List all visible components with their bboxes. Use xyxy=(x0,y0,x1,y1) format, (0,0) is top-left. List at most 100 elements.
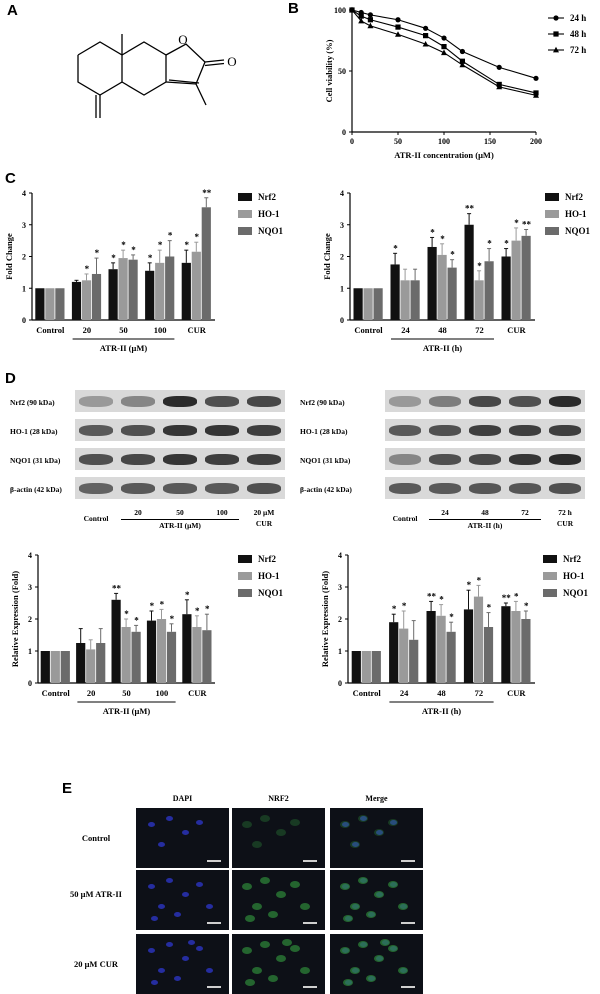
significance-mark: * xyxy=(402,601,407,611)
y-tick-label: 100 xyxy=(334,6,346,15)
blot-band xyxy=(389,395,421,407)
data-point xyxy=(459,61,466,68)
bar xyxy=(96,643,106,683)
bar xyxy=(427,246,437,320)
bar xyxy=(437,254,447,320)
category-label: 72 xyxy=(475,688,484,698)
y-tick-label: 50 xyxy=(338,67,346,76)
y-tick-label: 1 xyxy=(28,647,32,656)
blot-lane-label: Control xyxy=(392,514,418,523)
nrf2-green xyxy=(350,841,360,848)
blot-lane-label: 20 xyxy=(134,508,142,517)
nrf2-green xyxy=(268,975,278,982)
scale-bar xyxy=(207,922,221,924)
micrograph-image xyxy=(330,934,423,994)
blot-band xyxy=(205,453,239,465)
nrf2-green xyxy=(242,821,252,828)
significance-mark: * xyxy=(195,606,200,616)
blot-band xyxy=(549,482,581,494)
y-tick-label: 4 xyxy=(22,189,26,198)
bar xyxy=(511,611,521,683)
y-tick-label: 1 xyxy=(340,284,344,293)
blot-band xyxy=(469,482,501,494)
nucleus-blue xyxy=(182,892,189,897)
y-tick-label: 2 xyxy=(22,253,26,262)
category-label: 20 xyxy=(83,325,92,335)
blot-band xyxy=(163,482,197,494)
micrograph-image xyxy=(232,808,325,868)
bar xyxy=(45,288,55,320)
significance-mark: * xyxy=(134,615,139,625)
blot-row-label: Nrf2 (90 kDa) xyxy=(10,398,55,407)
nrf2-green xyxy=(380,939,390,946)
significance-mark: * xyxy=(477,575,482,585)
nrf2-green xyxy=(366,975,376,982)
significance-mark: * xyxy=(450,250,455,260)
y-tick-label: 2 xyxy=(28,615,32,624)
nrf2-green xyxy=(398,967,408,974)
group-label: ATR-II (μM) xyxy=(100,343,148,353)
significance-mark: * xyxy=(194,232,199,242)
nrf2-green xyxy=(290,945,300,952)
bar xyxy=(390,264,400,320)
bar xyxy=(121,627,131,683)
bar xyxy=(145,270,155,320)
nrf2-green xyxy=(388,945,398,952)
blot-band xyxy=(205,424,239,436)
legend-swatch xyxy=(238,193,252,201)
blot-band xyxy=(509,424,541,436)
bar xyxy=(55,288,65,320)
blot-row-label: β-actin (42 kDa) xyxy=(10,485,62,494)
significance-mark: * xyxy=(150,601,155,611)
y-tick-label: 4 xyxy=(340,189,344,198)
micrograph-column-label: NRF2 xyxy=(268,794,289,803)
category-label: 50 xyxy=(122,688,131,698)
significance-mark: * xyxy=(131,245,136,255)
micrograph-image xyxy=(136,870,229,930)
significance-mark: ** xyxy=(502,593,512,603)
significance-mark: ** xyxy=(202,188,212,198)
blot-strip xyxy=(75,390,285,412)
blot-strip xyxy=(75,477,285,499)
bar xyxy=(81,280,92,320)
significance-mark: * xyxy=(392,604,397,614)
blot-row-label: HO-1 (28 kDa) xyxy=(300,427,348,436)
nucleus-blue xyxy=(206,968,213,973)
category-label: 24 xyxy=(400,688,409,698)
bar xyxy=(155,262,165,320)
data-point xyxy=(367,17,373,23)
category-label: 20 xyxy=(87,688,96,698)
significance-mark: * xyxy=(524,601,529,611)
legend-label: HO-1 xyxy=(563,571,585,581)
bar xyxy=(60,651,70,683)
category-label: Control xyxy=(354,325,383,335)
nrf2-green xyxy=(276,891,286,898)
bar xyxy=(501,256,511,320)
nucleus-blue xyxy=(151,916,158,921)
nucleus-blue xyxy=(158,968,165,973)
y-tick-label: 3 xyxy=(22,221,26,230)
data-point xyxy=(441,49,447,56)
micrograph-image xyxy=(136,808,229,868)
bar xyxy=(463,609,474,683)
nucleus-blue xyxy=(342,822,349,827)
panel-label-a: A xyxy=(7,2,18,19)
nrf2-green xyxy=(374,829,384,836)
nrf2-green xyxy=(350,903,360,910)
y-tick-label: 4 xyxy=(338,551,342,560)
y-tick-label: 0 xyxy=(28,679,32,688)
blot-strip xyxy=(385,448,585,470)
nucleus-blue xyxy=(196,882,203,887)
bar xyxy=(201,207,211,320)
blot-lane-label: Control xyxy=(83,514,109,523)
nrf2-green xyxy=(343,979,353,986)
nrf2-green xyxy=(374,955,384,962)
data-point xyxy=(367,22,374,29)
nrf2-green xyxy=(242,883,252,890)
blot-band xyxy=(247,424,281,436)
blot-band xyxy=(429,424,461,436)
nrf2-green xyxy=(358,877,368,884)
bar xyxy=(91,273,102,320)
significance-mark: * xyxy=(514,591,519,601)
nrf2-green xyxy=(260,941,270,948)
